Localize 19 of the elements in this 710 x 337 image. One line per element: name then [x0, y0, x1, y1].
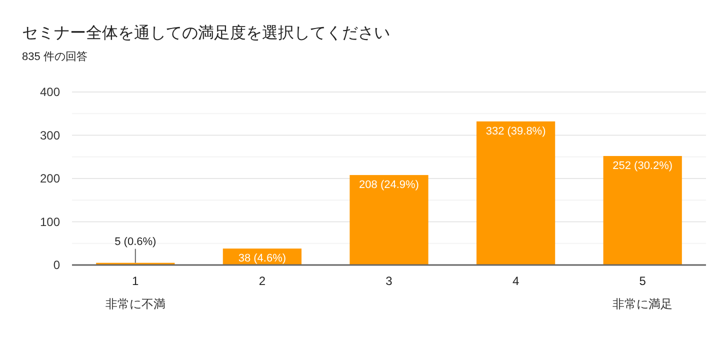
data-label: 332 (39.8%) — [486, 125, 546, 138]
annotation: 非常に不満 — [105, 297, 166, 311]
subtitle: 835 件の回答 — [22, 51, 88, 63]
y-tick-label: 0 — [53, 258, 60, 272]
data-label: 38 (4.6%) — [238, 252, 286, 265]
x-tick-label: 5 — [639, 274, 646, 288]
data-label: 252 (30.2%) — [612, 160, 673, 172]
annotation: 非常に満足 — [612, 297, 673, 311]
data-label: 5 (0.6%) — [114, 236, 156, 248]
x-tick-label: 2 — [258, 274, 266, 288]
x-tick-label: 1 — [132, 274, 140, 288]
x-tick-label: 4 — [512, 274, 520, 288]
x-tick-label: 3 — [386, 274, 393, 288]
y-tick-label: 300 — [40, 128, 60, 142]
y-tick-label: 200 — [40, 172, 60, 186]
y-tick-label: 400 — [40, 85, 60, 99]
data-label: 208 (24.9%) — [359, 179, 419, 192]
y-tick-label: 100 — [40, 214, 60, 229]
title: セミナー全体を通しての満足度を選択してください — [22, 25, 390, 42]
